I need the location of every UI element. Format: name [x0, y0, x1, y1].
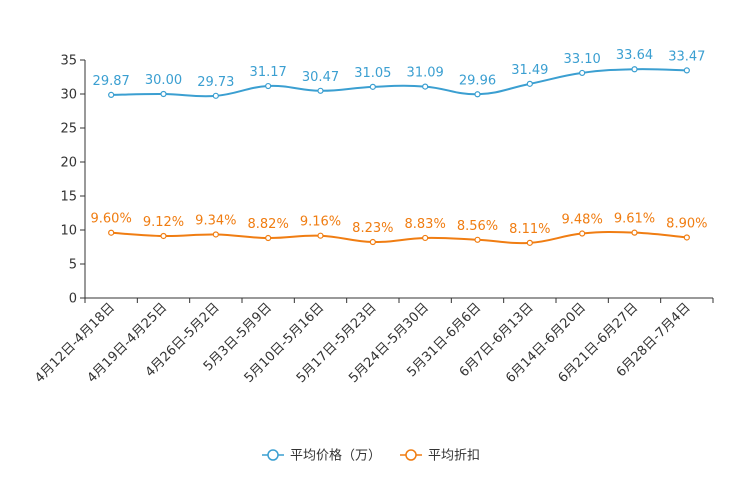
data-point[interactable] — [212, 92, 219, 99]
data-point[interactable] — [631, 229, 638, 236]
data-label: 8.90% — [666, 216, 707, 231]
series-2: 9.60% 9.12% 9.34% 8.82% 9.16% 8.23% 8.83% 8.56%… — [91, 212, 707, 246]
data-point[interactable] — [108, 91, 115, 98]
data-point[interactable] — [160, 232, 167, 240]
data-label: 8.56% — [457, 219, 498, 234]
data-point[interactable] — [683, 234, 690, 241]
data-point[interactable] — [474, 91, 481, 98]
data-label: 31.05 — [354, 66, 391, 81]
data-label: 31.49 — [511, 63, 548, 78]
data-label: 9.60% — [91, 212, 132, 227]
data-point[interactable] — [212, 231, 219, 238]
data-label: 29.73 — [197, 75, 234, 90]
data-label: 30.00 — [145, 73, 182, 88]
data-point[interactable] — [422, 83, 429, 90]
data-label: 31.17 — [250, 65, 287, 80]
data-label: 29.87 — [93, 74, 130, 89]
series-line — [111, 231, 687, 245]
y-tick-label: 30 — [60, 88, 77, 103]
data-label: 33.64 — [616, 48, 653, 63]
data-label: 30.47 — [302, 70, 339, 85]
y-tick-label: 15 — [60, 190, 77, 205]
data-label: 9.12% — [143, 215, 184, 230]
legend: 平均价格（万） 平均折扣 — [262, 448, 480, 464]
series-1: 29.87 30.00 29.73 31.17 30.47 31.05 31.09 29.96… — [93, 48, 705, 99]
legend-label: 平均折扣 — [428, 449, 480, 464]
data-point[interactable] — [317, 87, 324, 94]
data-point[interactable] — [369, 238, 376, 246]
data-label: 9.61% — [614, 212, 655, 227]
series-group: 29.87 30.00 29.73 31.17 30.47 31.05 31.09 29.96… — [91, 48, 707, 246]
data-point[interactable] — [369, 83, 376, 90]
data-label: 8.83% — [405, 217, 446, 232]
data-point[interactable] — [422, 234, 429, 242]
data-point[interactable] — [579, 230, 586, 237]
y-tick-label: 25 — [60, 122, 77, 137]
data-label: 33.10 — [564, 52, 601, 67]
data-point[interactable] — [683, 67, 690, 74]
data-label: 8.82% — [248, 217, 289, 232]
legend-marker-icon — [405, 449, 417, 461]
data-label: 31.09 — [407, 66, 444, 81]
y-tick-label: 10 — [60, 224, 77, 239]
data-label: 9.48% — [562, 213, 603, 228]
data-point[interactable] — [160, 90, 167, 98]
legend-marker-icon — [267, 449, 279, 461]
legend-item-1[interactable]: 平均价格（万） — [262, 448, 381, 464]
series-line — [111, 68, 687, 98]
data-point[interactable] — [474, 236, 481, 243]
data-label: 33.47 — [668, 49, 705, 64]
data-point[interactable] — [265, 82, 272, 90]
data-label: 29.96 — [459, 73, 496, 88]
data-point[interactable] — [265, 234, 272, 242]
data-point[interactable] — [317, 232, 324, 239]
y-tick-label: 20 — [60, 156, 77, 171]
y-tick-label: 35 — [60, 54, 77, 69]
data-point[interactable] — [526, 80, 533, 87]
data-label: 9.16% — [300, 215, 341, 230]
data-point[interactable] — [579, 69, 586, 77]
legend-label: 平均价格（万） — [290, 448, 381, 464]
y-axis: 0 5 10 15 20 25 30 35 — [60, 54, 86, 307]
y-tick-label: 0 — [69, 292, 77, 307]
data-point[interactable] — [631, 66, 638, 73]
data-label: 8.11% — [509, 222, 550, 237]
y-tick-label: 5 — [69, 258, 77, 273]
x-axis: 4月12日-4月18日4月19日-4月25日4月26日-5月2日5月3日-5月9… — [32, 297, 714, 386]
data-label: 9.34% — [195, 213, 236, 228]
data-point[interactable] — [108, 229, 115, 236]
legend-item-2[interactable]: 平均折扣 — [400, 449, 480, 464]
data-point[interactable] — [526, 239, 533, 246]
data-label: 8.23% — [352, 221, 393, 236]
